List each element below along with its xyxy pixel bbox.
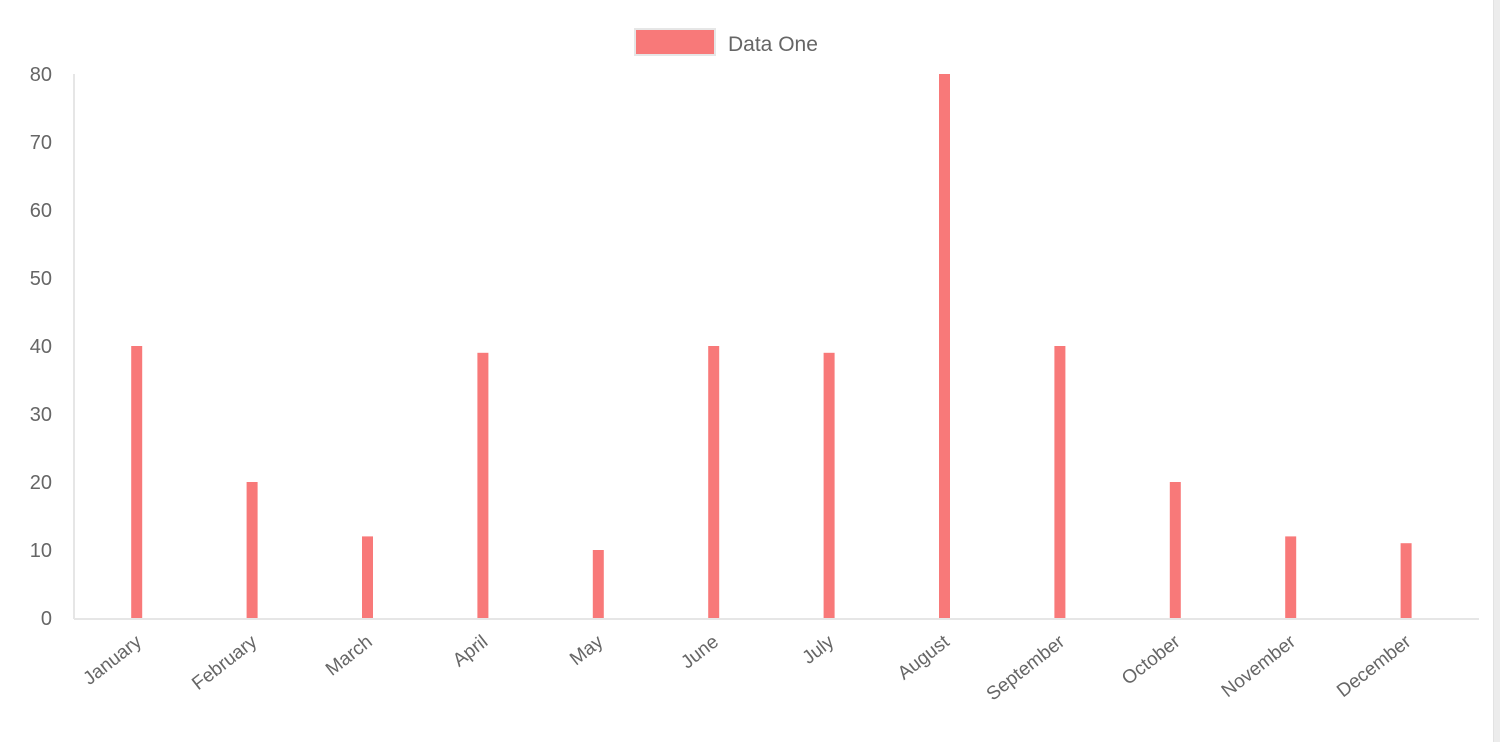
bar-july[interactable] xyxy=(823,352,835,618)
bar-august[interactable] xyxy=(939,74,950,618)
y-tick-label: 0 xyxy=(41,608,52,630)
bar-april[interactable] xyxy=(477,352,489,618)
x-tick-label: September xyxy=(983,631,1070,705)
bar-december[interactable] xyxy=(1400,543,1412,618)
legend-label: Data One xyxy=(728,33,818,56)
y-tick-label: 60 xyxy=(30,200,52,222)
y-tick-label: 70 xyxy=(30,132,52,154)
x-tick-label: June xyxy=(677,631,722,673)
x-tick-label: November xyxy=(1218,631,1301,702)
bar-june[interactable] xyxy=(708,346,720,618)
y-tick-label: 80 xyxy=(30,64,52,86)
bar-march[interactable] xyxy=(362,536,373,618)
x-tick-label: December xyxy=(1333,631,1416,702)
x-tick-label: April xyxy=(449,631,492,671)
x-tick-label: May xyxy=(566,631,608,670)
bar-september[interactable] xyxy=(1054,346,1066,618)
x-tick-label: July xyxy=(799,631,839,669)
legend-swatch-fill xyxy=(636,30,714,54)
bar-november[interactable] xyxy=(1285,536,1297,618)
y-tick-label: 20 xyxy=(30,472,52,494)
y-tick-label: 50 xyxy=(30,268,52,290)
y-tick-label: 40 xyxy=(30,336,52,358)
x-tick-label: February xyxy=(188,631,261,695)
bar-january[interactable] xyxy=(131,346,143,618)
scrollbar[interactable] xyxy=(1493,0,1500,742)
bar-october[interactable] xyxy=(1169,482,1181,618)
x-tick-label: March xyxy=(322,631,377,680)
y-tick-label: 10 xyxy=(30,540,52,562)
bar-may[interactable] xyxy=(592,550,604,618)
y-tick-label: 30 xyxy=(30,404,52,426)
x-tick-label: October xyxy=(1118,631,1185,690)
x-tick-label: January xyxy=(80,631,147,689)
bar-february[interactable] xyxy=(246,482,258,618)
legend[interactable]: Data One xyxy=(634,28,818,56)
x-tick-label: August xyxy=(894,631,954,684)
